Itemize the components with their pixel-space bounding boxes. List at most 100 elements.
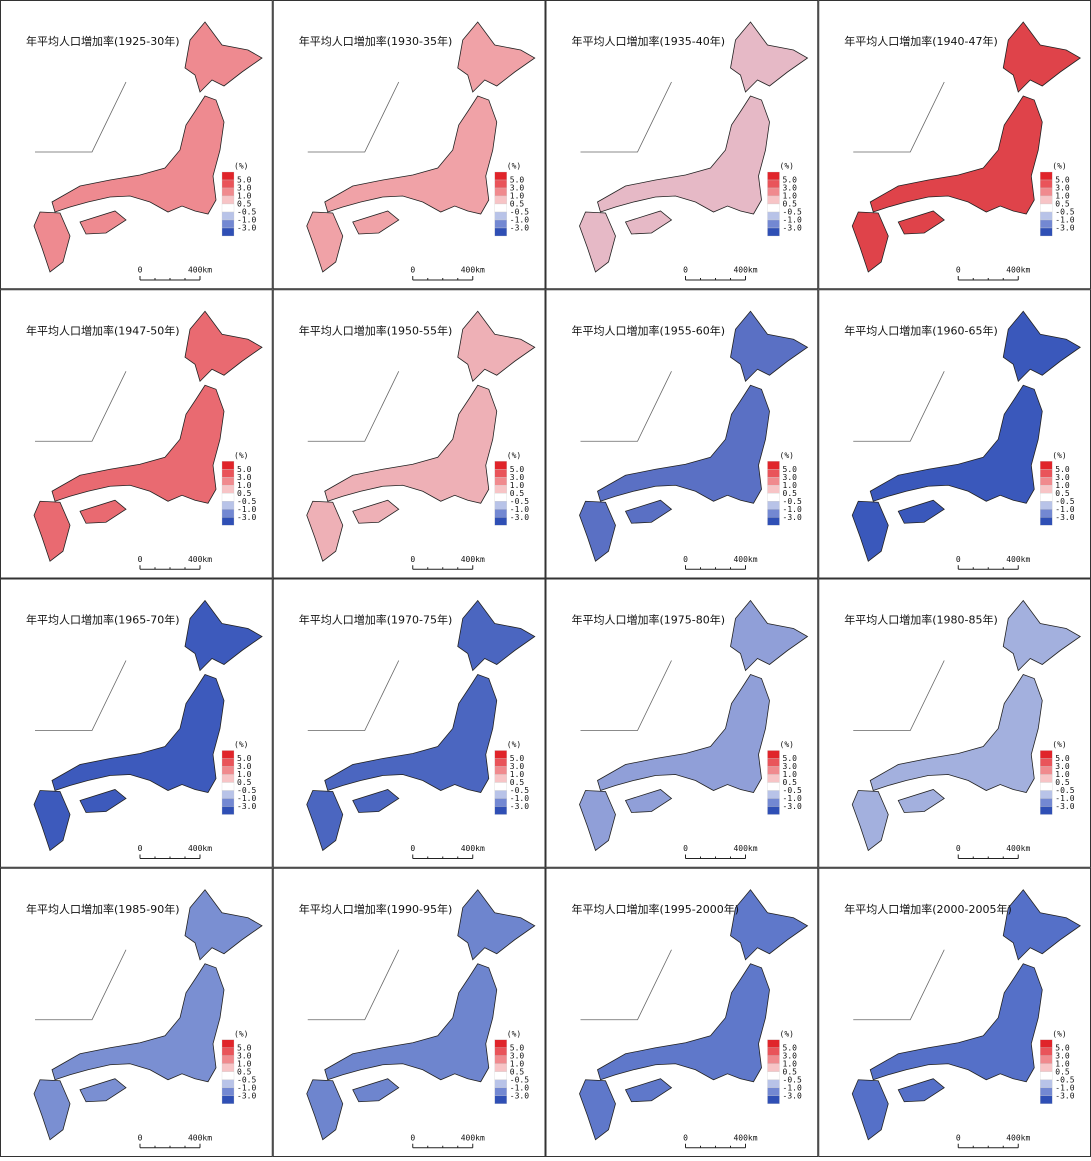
legend-swatch bbox=[1040, 1072, 1052, 1080]
legend-swatch bbox=[768, 807, 780, 815]
island bbox=[52, 96, 224, 214]
legend-swatch bbox=[222, 493, 234, 501]
legend-swatch bbox=[222, 196, 234, 204]
legend-label: -3.0 bbox=[1055, 1091, 1074, 1100]
panel-title: 年平均人口増加率(1960-65年) bbox=[844, 323, 998, 337]
legend-swatch bbox=[495, 751, 507, 759]
panel-title: 年平均人口増加率(1975-80年) bbox=[572, 613, 726, 627]
inset-frame bbox=[35, 661, 126, 731]
island bbox=[898, 500, 944, 523]
legend-swatch bbox=[222, 461, 234, 469]
scale-label: 0 bbox=[956, 844, 961, 853]
legend-unit: (%) bbox=[234, 1029, 248, 1038]
map-panel: 年平均人口増加率(1985-90年)(%)5.03.01.00.5-0.5-1.… bbox=[1, 868, 273, 1156]
scale-bar bbox=[958, 855, 1018, 859]
scale-label: 0 bbox=[410, 1133, 415, 1142]
island bbox=[34, 1080, 70, 1140]
legend-swatch bbox=[222, 1080, 234, 1088]
legend-swatch bbox=[1040, 485, 1052, 493]
scale-label: 0 bbox=[683, 555, 688, 564]
map-panel: 年平均人口増加率(1925-30年)(%)5.03.01.00.5-0.5-1.… bbox=[1, 1, 273, 289]
island bbox=[852, 501, 888, 561]
island bbox=[1003, 311, 1080, 381]
panel-title: 年平均人口増加率(1995-2000年) bbox=[572, 902, 740, 916]
legend-swatch bbox=[495, 1056, 507, 1064]
legend-swatch bbox=[768, 1088, 780, 1096]
island bbox=[458, 890, 535, 960]
island bbox=[731, 890, 808, 960]
island bbox=[598, 964, 770, 1082]
scale-bar bbox=[413, 855, 473, 859]
legend-swatch bbox=[222, 1088, 234, 1096]
map-panel: 年平均人口増加率(1990-95年)(%)5.03.01.00.5-0.5-1.… bbox=[273, 868, 545, 1156]
scale-label: 400km bbox=[1006, 1133, 1030, 1142]
map-panel: 年平均人口増加率(1975-80年)(%)5.03.01.00.5-0.5-1.… bbox=[546, 579, 818, 867]
legend-label: -3.0 bbox=[1055, 224, 1074, 233]
map-grid: 年平均人口増加率(1925-30年)(%)5.03.01.00.5-0.5-1.… bbox=[0, 0, 1091, 1157]
panel-title: 年平均人口増加率(1985-90年) bbox=[26, 902, 180, 916]
map-panel: 年平均人口増加率(1935-40年)(%)5.03.01.00.5-0.5-1.… bbox=[546, 1, 818, 289]
island bbox=[626, 500, 672, 523]
inset-frame bbox=[853, 82, 944, 152]
island bbox=[598, 96, 770, 214]
legend-swatch bbox=[768, 188, 780, 196]
legend-swatch bbox=[222, 220, 234, 228]
legend-swatch bbox=[768, 212, 780, 220]
legend-unit: (%) bbox=[1052, 451, 1066, 460]
scale-label: 400km bbox=[461, 844, 485, 853]
legend-swatch bbox=[768, 1080, 780, 1088]
legend-swatch bbox=[495, 461, 507, 469]
legend-swatch bbox=[495, 196, 507, 204]
legend-swatch bbox=[495, 501, 507, 509]
legend-unit: (%) bbox=[234, 162, 248, 171]
map-panel: 年平均人口増加率(2000-2005年)(%)5.03.01.00.5-0.5-… bbox=[819, 868, 1091, 1156]
legend-swatch bbox=[222, 180, 234, 188]
island bbox=[307, 501, 343, 561]
panel-title: 年平均人口増加率(1930-35年) bbox=[299, 34, 453, 48]
legend-swatch bbox=[495, 1088, 507, 1096]
legend-swatch bbox=[495, 517, 507, 525]
legend-swatch bbox=[1040, 1096, 1052, 1104]
island bbox=[852, 1080, 888, 1140]
map-panel: 年平均人口増加率(1970-75年)(%)5.03.01.00.5-0.5-1.… bbox=[273, 579, 545, 867]
island bbox=[325, 385, 497, 503]
legend-swatch bbox=[768, 767, 780, 775]
legend-swatch bbox=[1040, 1056, 1052, 1064]
scale-label: 400km bbox=[733, 555, 757, 564]
scale-label: 0 bbox=[138, 1133, 143, 1142]
scale-label: 400km bbox=[188, 844, 212, 853]
legend-swatch bbox=[1040, 517, 1052, 525]
legend-unit: (%) bbox=[234, 740, 248, 749]
legend-swatch bbox=[768, 1040, 780, 1048]
island bbox=[626, 211, 672, 234]
legend-swatch bbox=[495, 1080, 507, 1088]
legend-swatch bbox=[768, 461, 780, 469]
island bbox=[870, 96, 1042, 214]
panel-title: 年平均人口増加率(1970-75年) bbox=[299, 613, 453, 627]
legend-label: -3.0 bbox=[783, 1091, 802, 1100]
inset-frame bbox=[308, 950, 399, 1020]
island bbox=[325, 964, 497, 1082]
inset-frame bbox=[853, 661, 944, 731]
legend-swatch bbox=[1040, 228, 1052, 236]
panel-title: 年平均人口増加率(1965-70年) bbox=[26, 613, 180, 627]
scale-label: 0 bbox=[138, 555, 143, 564]
inset-frame bbox=[308, 82, 399, 152]
legend-swatch bbox=[1040, 759, 1052, 767]
scale-bar bbox=[140, 276, 200, 280]
legend-swatch bbox=[495, 759, 507, 767]
scale-bar bbox=[140, 565, 200, 569]
island bbox=[1003, 890, 1080, 960]
scale-label: 0 bbox=[138, 266, 143, 275]
inset-frame bbox=[35, 371, 126, 441]
scale-label: 0 bbox=[956, 555, 961, 564]
legend-swatch bbox=[222, 751, 234, 759]
legend-label: -3.0 bbox=[510, 802, 529, 811]
legend-unit: (%) bbox=[507, 740, 521, 749]
scale-label: 400km bbox=[461, 1133, 485, 1142]
island bbox=[80, 790, 126, 813]
legend-swatch bbox=[1040, 204, 1052, 212]
island bbox=[731, 601, 808, 671]
island bbox=[353, 211, 399, 234]
legend-swatch bbox=[495, 1040, 507, 1048]
